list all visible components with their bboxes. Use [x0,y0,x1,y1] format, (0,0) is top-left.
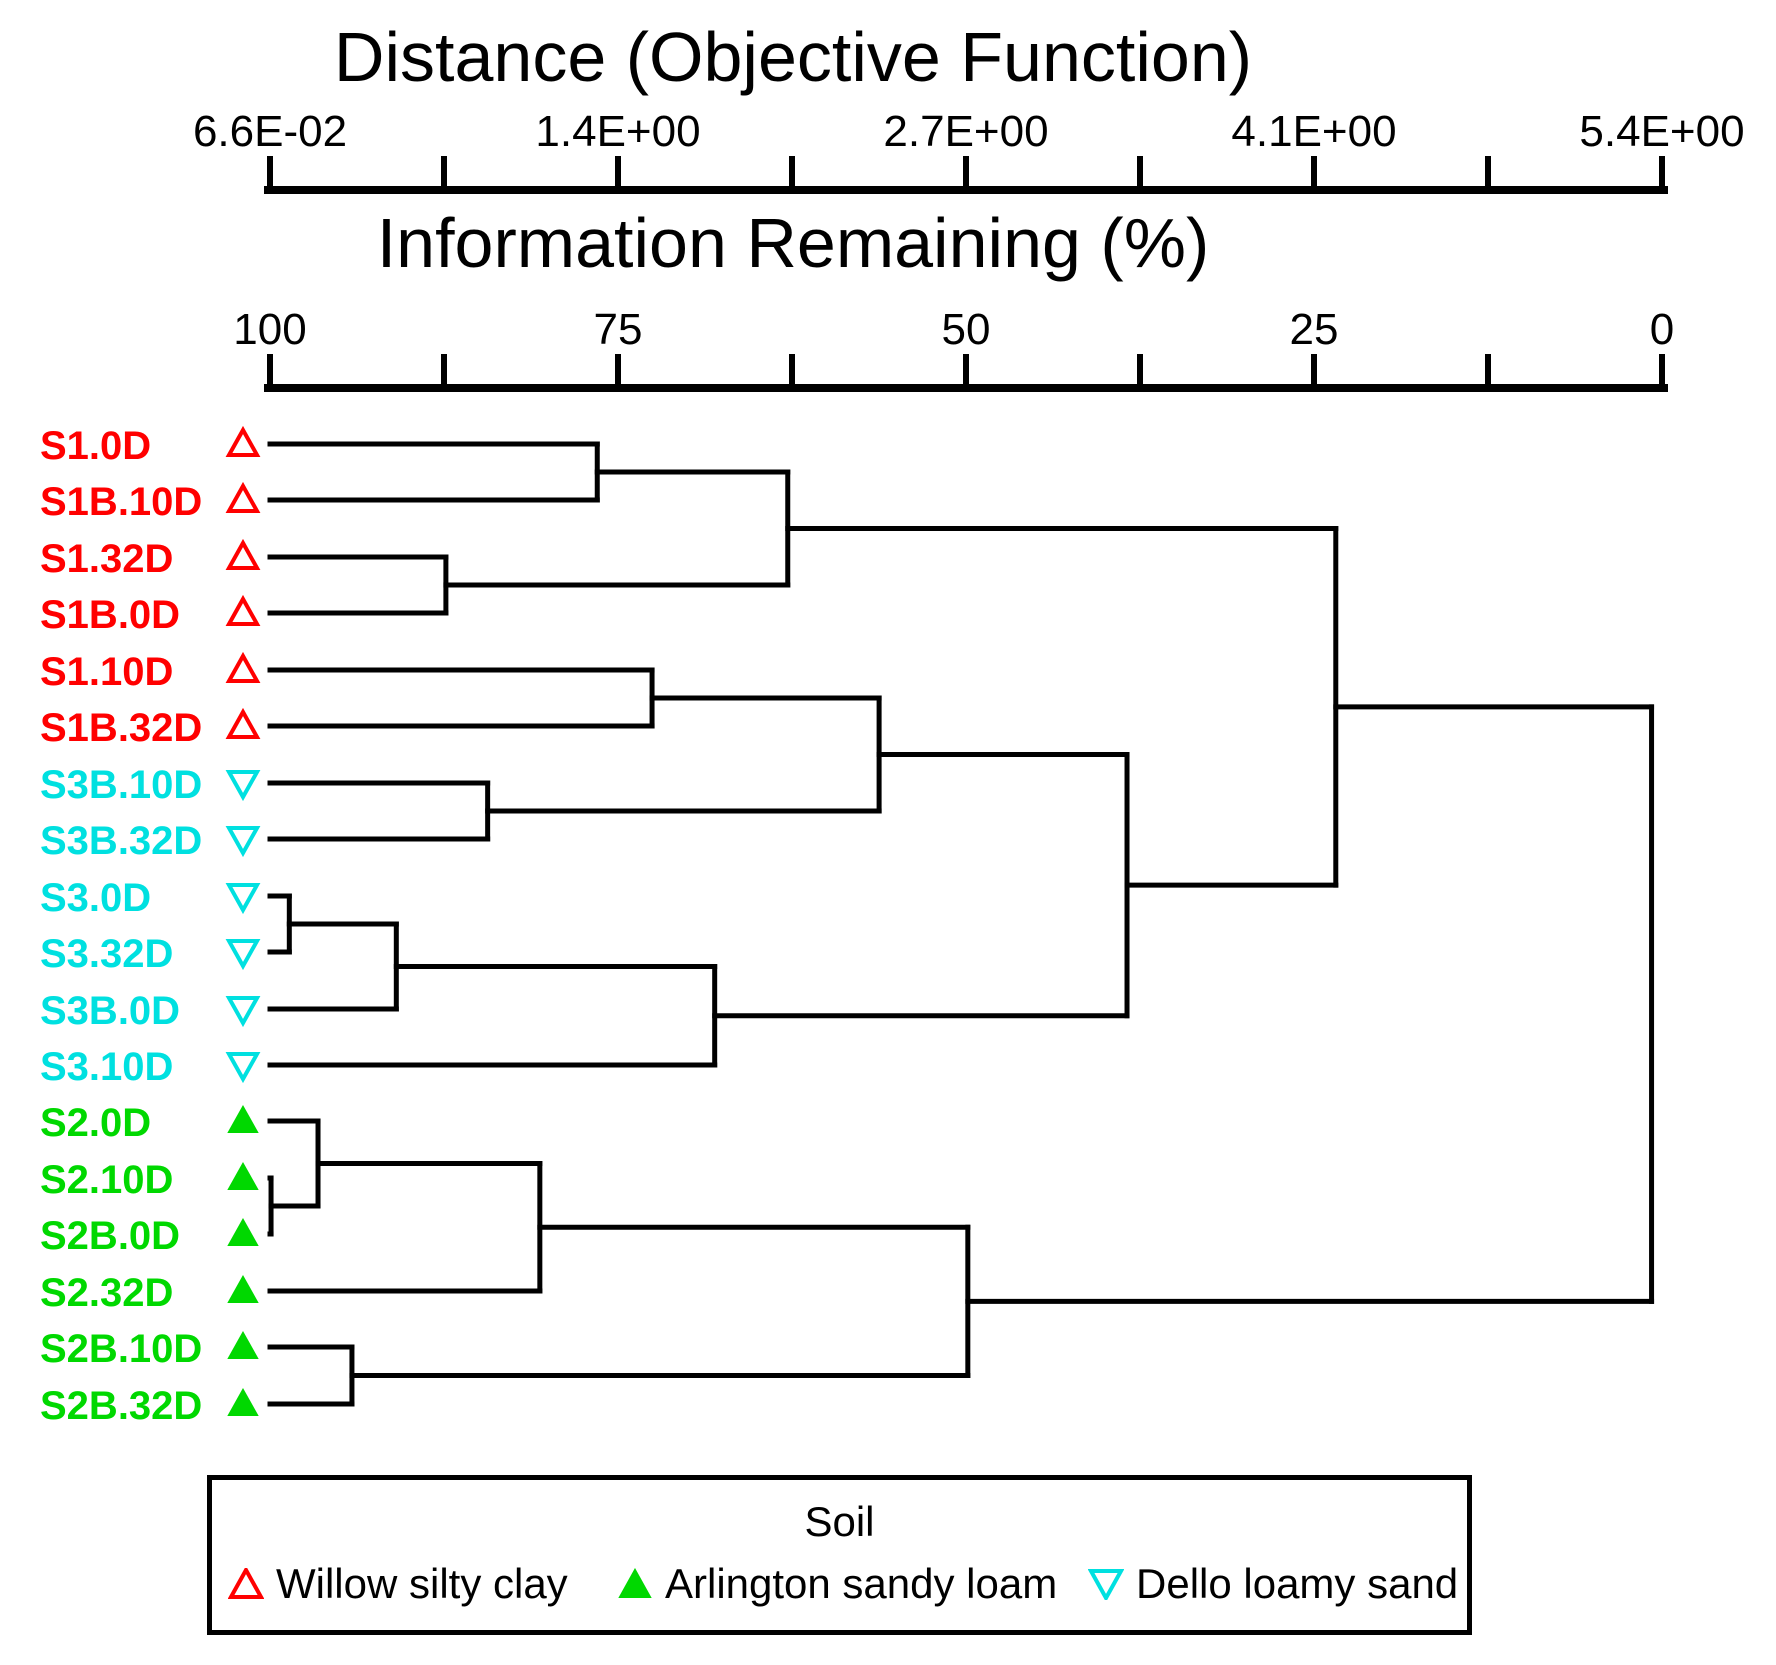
distance-axis-line [264,186,1668,194]
leaf-label: S2.32D [40,1271,173,1315]
leaf-label: S1.10D [40,650,173,694]
distance-axis-tick [789,156,795,186]
triangle-down-open-icon [1088,1569,1124,1600]
leaf-label: S3.10D [40,1045,173,1089]
leaf-label: S1.0D [40,424,151,468]
distance-axis-tick-label: 6.6E-02 [193,107,347,156]
leaf-label: S1B.10D [40,480,202,524]
distance-axis-tick-label: 4.1E+00 [1231,107,1396,156]
legend-entry-label: Arlington sandy loam [665,1560,1058,1607]
information-axis-tick-label: 100 [233,305,306,354]
triangle-up-open-icon [225,594,261,626]
leaf-label: S1.32D [40,537,173,581]
legend-entry-dello: Dello loamy sand [1088,1560,1458,1607]
information-axis-tick [1137,354,1143,384]
distance-axis-tick-label: 1.4E+00 [535,107,700,156]
triangle-up-open-icon [225,707,261,739]
distance-axis-tick [963,156,969,186]
distance-axis-tick [1659,156,1665,186]
leaf-label: S3.32D [40,932,173,976]
information-axis-title: Information Remaining (%) [376,204,1210,282]
leaf-label: S3B.0D [40,989,180,1033]
triangle-up-open-icon [225,651,261,683]
information-axis-tick [1485,354,1491,384]
information-axis-tick-label: 50 [942,305,991,354]
information-axis-tick-label: 0 [1650,305,1674,354]
triangle-up-open-icon [228,1568,264,1599]
leaf-label: S3B.32D [40,819,202,863]
triangle-down-open-icon [225,996,261,1028]
distance-axis-tick [1311,156,1317,186]
distance-axis-tick [1137,156,1143,186]
distance-axis-tick-label: 5.4E+00 [1579,107,1744,156]
legend-box: Soil Willow silty clay Arlington sandy l… [207,1475,1472,1635]
triangle-up-filled-icon [227,1161,259,1190]
leaf-label: S1B.32D [40,706,202,750]
triangle-up-open-icon [225,425,261,457]
leaf-label: S2B.32D [40,1384,202,1428]
distance-axis-tick-label: 2.7E+00 [883,107,1048,156]
triangle-up-filled-icon [227,1274,259,1303]
distance-axis-tick [615,156,621,186]
information-axis-tick [1659,354,1665,384]
information-axis-tick [1311,354,1317,384]
triangle-down-open-icon [1088,1569,1124,1600]
information-axis-tick [615,354,621,384]
triangle-up-filled-icon [227,1330,259,1359]
leaf-label: S2B.10D [40,1327,202,1371]
legend-title: Soil [804,1498,875,1545]
triangle-down-open-icon [225,939,261,971]
triangle-up-filled-icon [227,1104,259,1133]
distance-axis-tick [267,156,273,186]
legend-entry-label: Dello loamy sand [1136,1560,1459,1607]
information-axis-tick [441,354,447,384]
leaf-label: S2.0D [40,1101,151,1145]
triangle-up-filled-icon [227,1387,259,1416]
triangle-up-filled-icon [227,1217,259,1246]
information-axis-tick [963,354,969,384]
triangle-up-open-icon [225,538,261,570]
triangle-up-filled-icon [618,1568,652,1598]
triangle-up-open-icon [228,1568,264,1599]
leaf-label: S2B.0D [40,1214,180,1258]
distance-axis-tick [441,156,447,186]
leaf-label: S2.10D [40,1158,173,1202]
legend-entry-label: Willow silty clay [276,1560,568,1607]
information-axis-tick [267,354,273,384]
leaf-label: S3B.10D [40,763,202,807]
triangle-up-open-icon [225,481,261,513]
legend-entry-willow: Willow silty clay [228,1560,568,1607]
leaf-label: S3.0D [40,876,151,920]
triangle-down-open-icon [225,826,261,858]
leaf-label: S1B.0D [40,593,180,637]
triangle-down-open-icon [225,770,261,802]
triangle-down-open-icon [225,1052,261,1084]
information-axis-tick-label: 75 [594,305,643,354]
triangle-down-open-icon [225,883,261,915]
distance-axis-tick [1485,156,1491,186]
information-axis-tick-label: 25 [1290,305,1339,354]
information-axis-line [264,384,1668,392]
information-axis-tick [789,354,795,384]
distance-axis-title: Distance (Objective Function) [333,18,1253,96]
triangle-up-filled-icon [618,1568,652,1598]
legend-entry-arlington: Arlington sandy loam [617,1560,1057,1607]
